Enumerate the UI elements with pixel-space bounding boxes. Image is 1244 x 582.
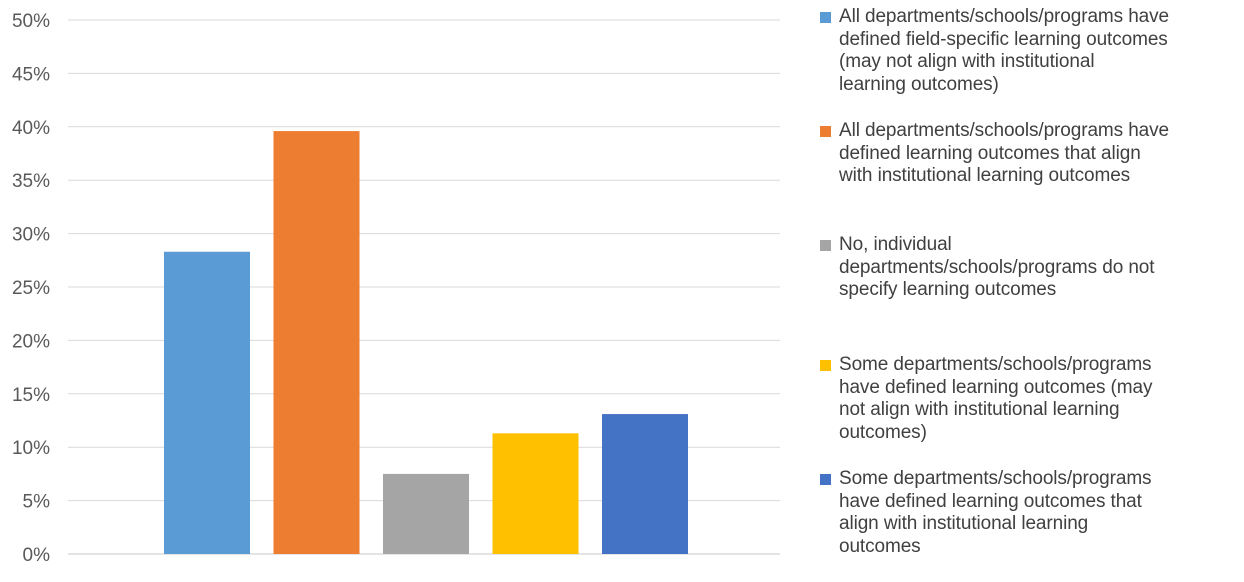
legend-swatch-1 <box>820 12 831 23</box>
y-tick-label: 0% <box>23 545 51 566</box>
legend-label-1: All departments/schools/programs have de… <box>818 6 1228 96</box>
bar-chart: 0% 5% 10% 15% 20% 25% 30% 35% 40% 45% 50% <box>0 0 800 582</box>
legend-item-3: No, individual departments/schools/progr… <box>818 234 1228 302</box>
bar-5 <box>602 414 688 554</box>
legend-item-5: Some departments/schools/programs have d… <box>818 468 1228 558</box>
y-tick-label: 40% <box>12 118 50 139</box>
legend-label-5: Some departments/schools/programs have d… <box>818 468 1228 558</box>
y-tick-label: 35% <box>12 171 50 192</box>
bar-1 <box>164 252 250 554</box>
y-tick-label: 25% <box>12 278 50 299</box>
y-tick-label: 30% <box>12 225 50 246</box>
legend-swatch-5 <box>820 474 831 485</box>
legend-item-1: All departments/schools/programs have de… <box>818 6 1228 96</box>
y-tick-label: 5% <box>23 492 51 513</box>
bar-3 <box>383 474 469 554</box>
legend-item-2: All departments/schools/programs have de… <box>818 120 1228 188</box>
legend-swatch-4 <box>820 360 831 371</box>
legend-swatch-2 <box>820 126 831 137</box>
y-axis-tick-labels: 0% 5% 10% 15% 20% 25% 30% 35% 40% 45% 50% <box>12 11 50 566</box>
legend-item-4: Some departments/schools/programs have d… <box>818 354 1228 444</box>
legend-label-2: All departments/schools/programs have de… <box>818 120 1228 188</box>
bar-4 <box>493 433 579 554</box>
y-tick-label: 10% <box>12 438 50 459</box>
bar-2 <box>274 131 360 554</box>
y-tick-label: 50% <box>12 11 50 32</box>
y-tick-label: 20% <box>12 331 50 352</box>
legend-swatch-3 <box>820 240 831 251</box>
y-tick-label: 45% <box>12 64 50 85</box>
bars <box>164 131 688 554</box>
legend-label-4: Some departments/schools/programs have d… <box>818 354 1228 444</box>
legend-label-3: No, individual departments/schools/progr… <box>818 234 1228 302</box>
y-tick-label: 15% <box>12 385 50 406</box>
